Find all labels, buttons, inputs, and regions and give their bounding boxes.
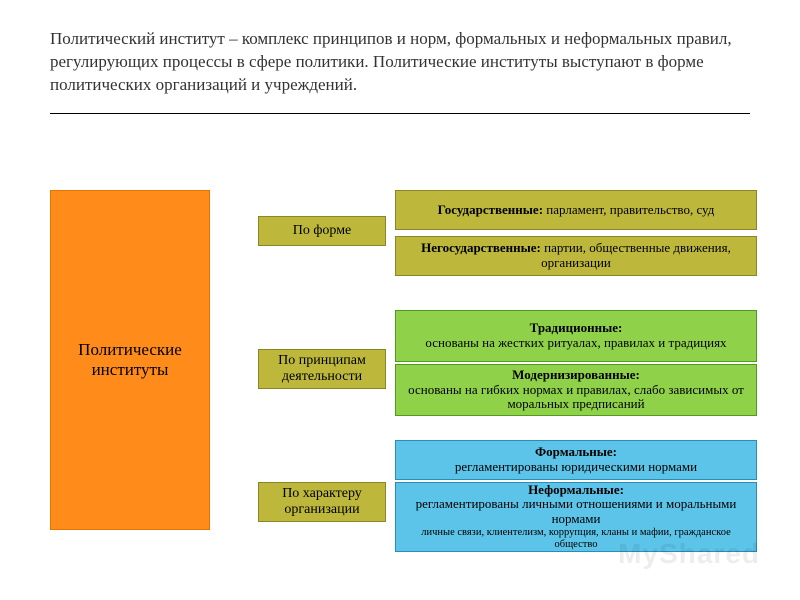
detail-bold: Традиционные: [530,320,623,335]
detail-bold: Неформальные: [528,482,624,497]
detail-text: регламентированы юридическими нормами [455,460,697,475]
detail-subtext: личные связи, клиентелизм, коррупция, кл… [402,527,750,551]
category-box-character: По характеру организации [258,482,386,522]
page-title: Политический институт – комплекс принцип… [0,0,800,107]
detail-box-modern: Модернизированные:основаны на гибких нор… [395,364,757,416]
detail-bold: Модернизированные: [512,367,640,382]
detail-bold: Негосударственные: [421,240,541,255]
category-label: По форме [293,223,352,239]
detail-text: регламентированы личными отношениями и м… [402,497,750,527]
detail-box-state: Государственные: парламент, правительств… [395,190,757,230]
detail-box-formal: Формальные:регламентированы юридическими… [395,440,757,480]
detail-box-nonstate: Негосударственные: партии, общественные … [395,236,757,276]
detail-text: основаны на гибких нормах и правилах, сл… [402,383,750,413]
detail-bold: Формальные: [535,444,617,459]
category-box-form: По форме [258,216,386,246]
detail-text: партии, общественные движения, организац… [541,240,731,270]
detail-text: парламент, правительство, суд [543,202,714,217]
title-divider [50,113,750,114]
category-box-principles: По принципам деятельности [258,349,386,389]
main-box-label: Политические институты [51,340,209,379]
main-box: Политические институты [50,190,210,530]
detail-box-informal: Неформальные:регламентированы личными от… [395,482,757,552]
category-label: По принципам деятельности [263,353,381,385]
detail-text: основаны на жестких ритуалах, правилах и… [425,336,726,351]
category-label: По характеру организации [263,486,381,518]
detail-box-traditional: Традиционные:основаны на жестких ритуала… [395,310,757,362]
detail-bold: Государственные: [438,202,543,217]
